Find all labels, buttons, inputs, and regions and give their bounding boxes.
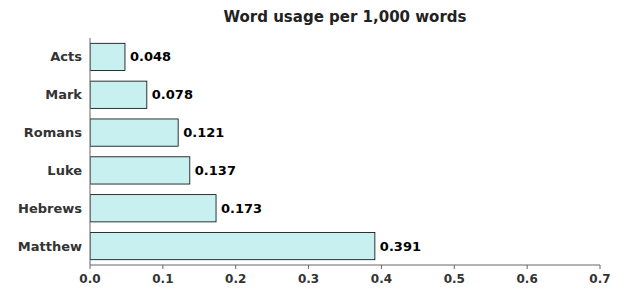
category-label: Matthew bbox=[18, 239, 82, 254]
tick-mark bbox=[308, 265, 309, 269]
bar bbox=[90, 81, 147, 108]
tick-label: 0.5 bbox=[444, 272, 465, 286]
tick-mark bbox=[162, 265, 163, 269]
data-label: 0.391 bbox=[380, 239, 421, 254]
category-label: Hebrews bbox=[18, 201, 82, 216]
bars bbox=[90, 43, 375, 259]
tick-label: 0.1 bbox=[152, 272, 173, 286]
tick-mark bbox=[381, 265, 382, 269]
tick-label: 0.7 bbox=[589, 272, 610, 286]
tick-mark bbox=[90, 265, 91, 269]
x-axis: 0.0 0.1 0.2 0.3 0.4 0.5 0.6 0.7 bbox=[79, 265, 610, 286]
bar bbox=[90, 157, 190, 184]
y-axis-line bbox=[90, 38, 91, 265]
tick-label: 0.4 bbox=[371, 272, 392, 286]
data-label: 0.137 bbox=[195, 163, 236, 178]
tick-mark bbox=[454, 265, 455, 269]
y-axis: Matthew Hebrews Luke Romans Mark Acts bbox=[18, 49, 83, 253]
title: Word usage per 1,000 words bbox=[224, 8, 467, 26]
data-label: 0.048 bbox=[130, 49, 171, 64]
chart-container: Word usage per 1,000 words0.00.10.20.30.… bbox=[0, 0, 624, 301]
category-label: Luke bbox=[47, 163, 82, 178]
category-label: Mark bbox=[45, 87, 82, 102]
data-label: 0.173 bbox=[221, 201, 262, 216]
chart-svg: Word usage per 1,000 words0.00.10.20.30.… bbox=[0, 0, 624, 301]
tick-label: 0.2 bbox=[225, 272, 246, 286]
bar bbox=[90, 119, 178, 146]
tick-label: 0.6 bbox=[517, 272, 538, 286]
category-label: Acts bbox=[50, 49, 82, 64]
bar bbox=[90, 195, 216, 222]
labels: 0.391 0.173 0.137 0.121 0.078 0.048 bbox=[130, 49, 421, 253]
data-label: 0.121 bbox=[183, 125, 224, 140]
x-axis-line bbox=[90, 265, 600, 266]
tick-mark bbox=[600, 265, 601, 269]
category-label: Romans bbox=[24, 125, 83, 140]
bar bbox=[90, 232, 375, 259]
bar bbox=[90, 43, 125, 70]
tick-label: 0.3 bbox=[298, 272, 319, 286]
tick-mark bbox=[527, 265, 528, 269]
tick-label: 0.0 bbox=[79, 272, 100, 286]
data-label: 0.078 bbox=[152, 87, 193, 102]
tick-mark bbox=[235, 265, 236, 269]
